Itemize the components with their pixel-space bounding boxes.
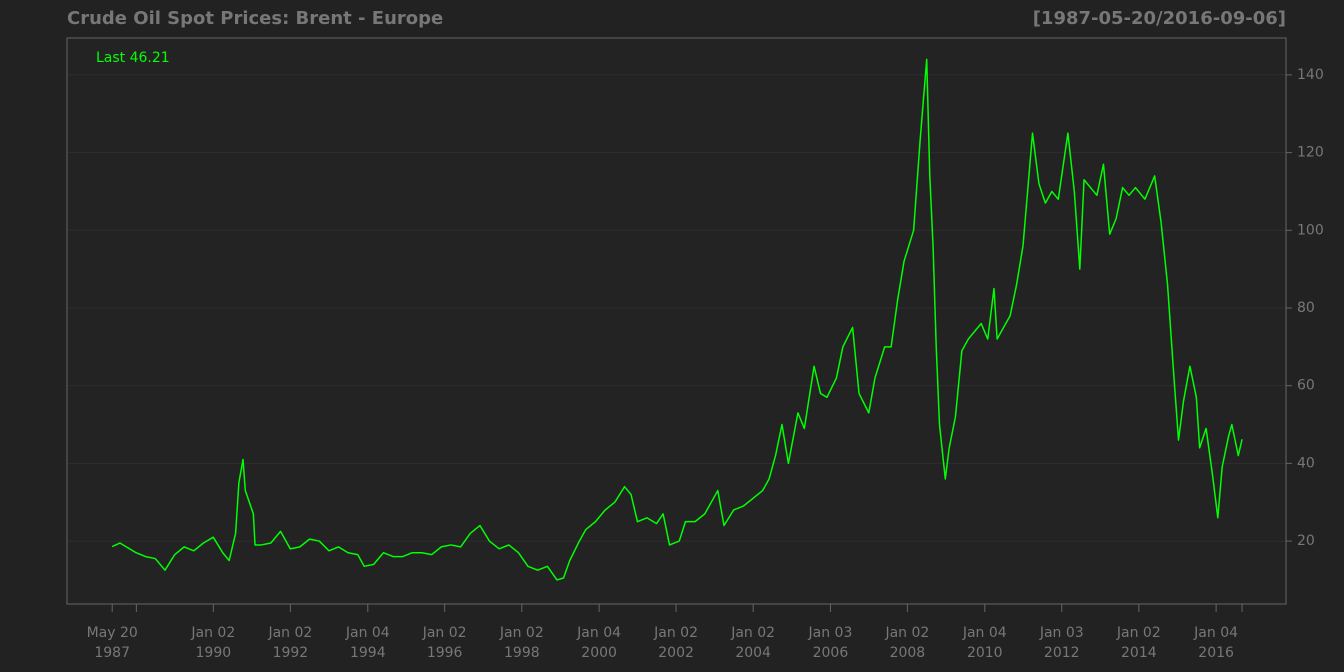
x-tick-label: Jan 02 xyxy=(422,625,467,641)
x-tick-label: Jan 02 xyxy=(267,625,312,641)
x-tick-label: Jan 02 xyxy=(190,625,235,641)
x-tick-label: Jan 04 xyxy=(576,625,621,641)
y-tick-label: 80 xyxy=(1297,300,1315,316)
y-tick-label: 120 xyxy=(1297,145,1324,161)
x-tick-label: 2008 xyxy=(890,645,926,661)
chart-title: Crude Oil Spot Prices: Brent - Europe xyxy=(67,8,443,29)
y-tick-label: 140 xyxy=(1297,67,1324,83)
last-value-label: Last 46.21 xyxy=(96,50,170,66)
x-tick-label: Jan 03 xyxy=(1039,625,1084,641)
x-tick-label: Jan 02 xyxy=(653,625,698,641)
x-tick-label: 2004 xyxy=(735,645,771,661)
x-tick-label: Jan 02 xyxy=(499,625,544,641)
x-tick-label: 2012 xyxy=(1044,645,1080,661)
x-tick-label: 2000 xyxy=(581,645,617,661)
x-tick-label: Jan 02 xyxy=(730,625,775,641)
x-tick-label: 2002 xyxy=(658,645,694,661)
y-tick-label: 40 xyxy=(1297,455,1315,471)
x-tick-label: 1994 xyxy=(350,645,386,661)
x-tick-label: 1998 xyxy=(504,645,540,661)
y-tick-label: 60 xyxy=(1297,378,1315,394)
x-tick-label: 1992 xyxy=(273,645,309,661)
x-tick-label: 2016 xyxy=(1198,645,1234,661)
x-tick-label: 1990 xyxy=(196,645,232,661)
x-tick-label: May 20 xyxy=(87,625,138,641)
plot-frame xyxy=(66,37,1287,605)
x-tick-label: Jan 04 xyxy=(1193,625,1238,641)
date-range: [1987-05-20/2016-09-06] xyxy=(1033,8,1286,29)
x-tick-label: 1987 xyxy=(94,645,130,661)
x-tick-label: 2014 xyxy=(1121,645,1157,661)
y-tick-label: 100 xyxy=(1297,222,1324,238)
x-tick-label: Jan 02 xyxy=(884,625,929,641)
x-tick-label: Jan 02 xyxy=(1116,625,1161,641)
x-tick-label: 1996 xyxy=(427,645,463,661)
x-tick-label: Jan 03 xyxy=(808,625,853,641)
y-tick-label: 20 xyxy=(1297,533,1315,549)
price-line xyxy=(111,58,1243,581)
x-tick-label: 2010 xyxy=(967,645,1003,661)
x-tick-label: Jan 04 xyxy=(345,625,390,641)
x-tick-label: 2006 xyxy=(813,645,849,661)
x-tick-label: Jan 04 xyxy=(962,625,1007,641)
